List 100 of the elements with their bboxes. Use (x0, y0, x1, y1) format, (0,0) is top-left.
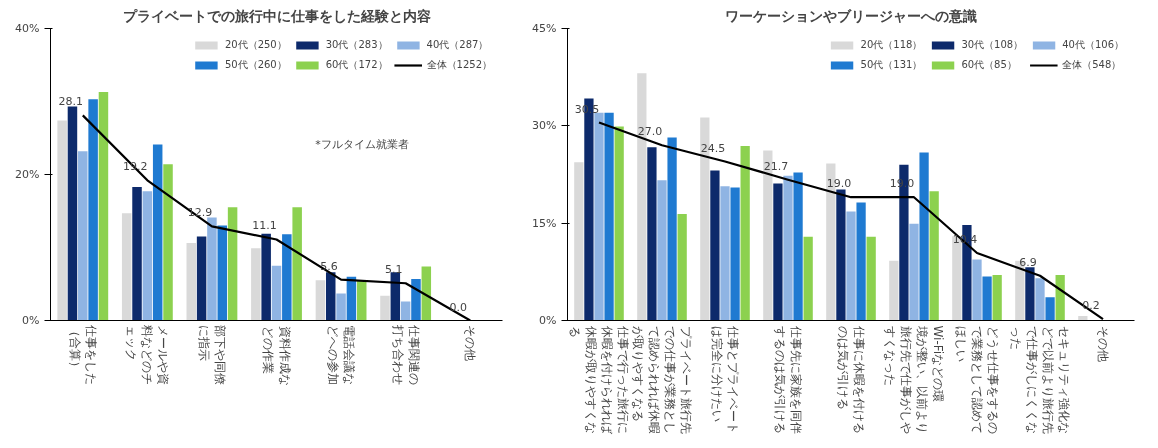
x-tick-label: セキュリティ強化などで以前より旅行先で仕事がしにくくなった (1008, 325, 1072, 434)
x-tick-label: その他 (463, 325, 478, 362)
bar (720, 186, 730, 321)
x-tick-label: Wi-Fiなどの環境が整い、以前より旅行先で仕事がしやすくなった (882, 324, 946, 434)
data-label: 19.0 (826, 177, 852, 191)
bar (380, 295, 390, 321)
bar (1025, 267, 1035, 321)
bar (88, 99, 98, 321)
bar (740, 145, 750, 321)
data-label: 11.1 (252, 219, 277, 233)
bar (647, 147, 657, 321)
bar (251, 248, 261, 321)
bar (856, 202, 866, 321)
x-tick-label: 仕事とプライベートは完全に分けたい (709, 324, 741, 434)
bar (186, 243, 197, 321)
x-tick-label: プライベート旅行先での仕事が業務として認められれば休暇が取りやすくなる (630, 325, 694, 434)
y-tick-label: 45% (532, 22, 557, 35)
data-label: 0.0 (449, 300, 467, 314)
bar (57, 120, 67, 321)
legend-label: 50代（260） (224, 58, 287, 72)
x-tick-label: 資料作成などの作業 (261, 325, 292, 386)
legend-label: 20代（250） (224, 38, 287, 52)
y-tick-label: 0% (22, 314, 40, 327)
legend-label: 30代（108） (961, 38, 1024, 52)
y-tick-label: 30% (532, 119, 557, 133)
bar (325, 272, 336, 321)
bar (604, 112, 614, 321)
legend-label: 60代（85） (961, 58, 1017, 72)
bar (919, 152, 929, 321)
bar (196, 236, 207, 321)
bar (282, 234, 292, 321)
bar (152, 144, 163, 321)
bar (67, 106, 78, 321)
bar (1045, 297, 1055, 321)
bar (292, 207, 302, 321)
bar (78, 151, 88, 321)
data-label: 24.5 (700, 141, 726, 155)
bar (227, 207, 238, 321)
bar (356, 280, 367, 321)
bar (909, 223, 919, 321)
bar (411, 278, 421, 321)
bar (1055, 275, 1065, 321)
bar (614, 126, 624, 321)
legend-label: 60代（172） (325, 58, 388, 72)
bar (972, 259, 982, 321)
legend-label: 全体（548） (1062, 58, 1122, 72)
legend-label: 30代（283） (325, 38, 388, 52)
annotation: *フルタイム就業者 (315, 138, 409, 152)
bar (400, 301, 411, 321)
bar (710, 170, 720, 321)
bar (98, 92, 109, 321)
bar (261, 233, 271, 321)
bar (142, 191, 153, 321)
bar (163, 164, 173, 321)
bar (929, 191, 939, 321)
x-tick-label: その他 (1096, 325, 1110, 362)
x-tick-label: メールや資料などのチェック (124, 325, 171, 386)
legend-label: 全体（1252） (426, 58, 492, 72)
bar (594, 112, 604, 321)
x-tick-label: 部下や同僚に指示 (196, 325, 227, 386)
bar (677, 214, 687, 321)
x-tick-label: 仕事で行った旅行に休暇を付けられれば休暇が取りやすくなる (567, 324, 631, 435)
x-tick-label: 仕事をした（合算） (67, 324, 98, 386)
bar (315, 280, 326, 321)
data-label: 10.4 (952, 233, 978, 247)
bar (846, 211, 856, 321)
bar (574, 162, 584, 321)
data-label: 28.1 (58, 95, 84, 109)
x-tick-label: 仕事先に家族を同伴するのは気が引ける (772, 324, 804, 434)
x-tick-label: 電話会議などへの参加 (326, 325, 357, 386)
data-label: 21.7 (763, 159, 789, 173)
y-tick-label: 15% (532, 216, 557, 230)
bar (773, 183, 783, 321)
legend-label: 40代（287） (426, 38, 489, 52)
y-tick-label: 20% (15, 168, 40, 181)
bar (1035, 278, 1045, 321)
chart-title: ワーケーションやブリージャーへの意識 (725, 7, 977, 24)
legend-label: 50代（131） (860, 58, 923, 72)
bar (336, 293, 346, 321)
bar (783, 175, 793, 321)
data-label: 6.9 (1019, 255, 1037, 269)
legend-label: 20代（118） (860, 38, 923, 52)
data-label: 5.1 (384, 263, 403, 277)
bar (730, 187, 740, 321)
bar (207, 217, 217, 321)
bar (667, 137, 677, 321)
bar (421, 266, 432, 321)
x-tick-label: 仕事関連の打ち合わせ (390, 324, 421, 386)
data-label: 0.2 (1082, 299, 1100, 313)
bar (217, 225, 228, 321)
y-tick-label: 40% (15, 22, 40, 35)
bar (803, 236, 813, 321)
x-tick-label: 仕事に休暇を付けるのは気が引ける (835, 324, 867, 434)
chart-title: プライベートでの旅行中に仕事をした経験と内容 (122, 7, 431, 24)
legend-label: 40代（106） (1062, 38, 1124, 52)
bar (982, 276, 992, 321)
bar (836, 189, 846, 321)
bar (793, 172, 803, 321)
bar (121, 213, 132, 321)
data-label: 27.0 (637, 125, 663, 139)
